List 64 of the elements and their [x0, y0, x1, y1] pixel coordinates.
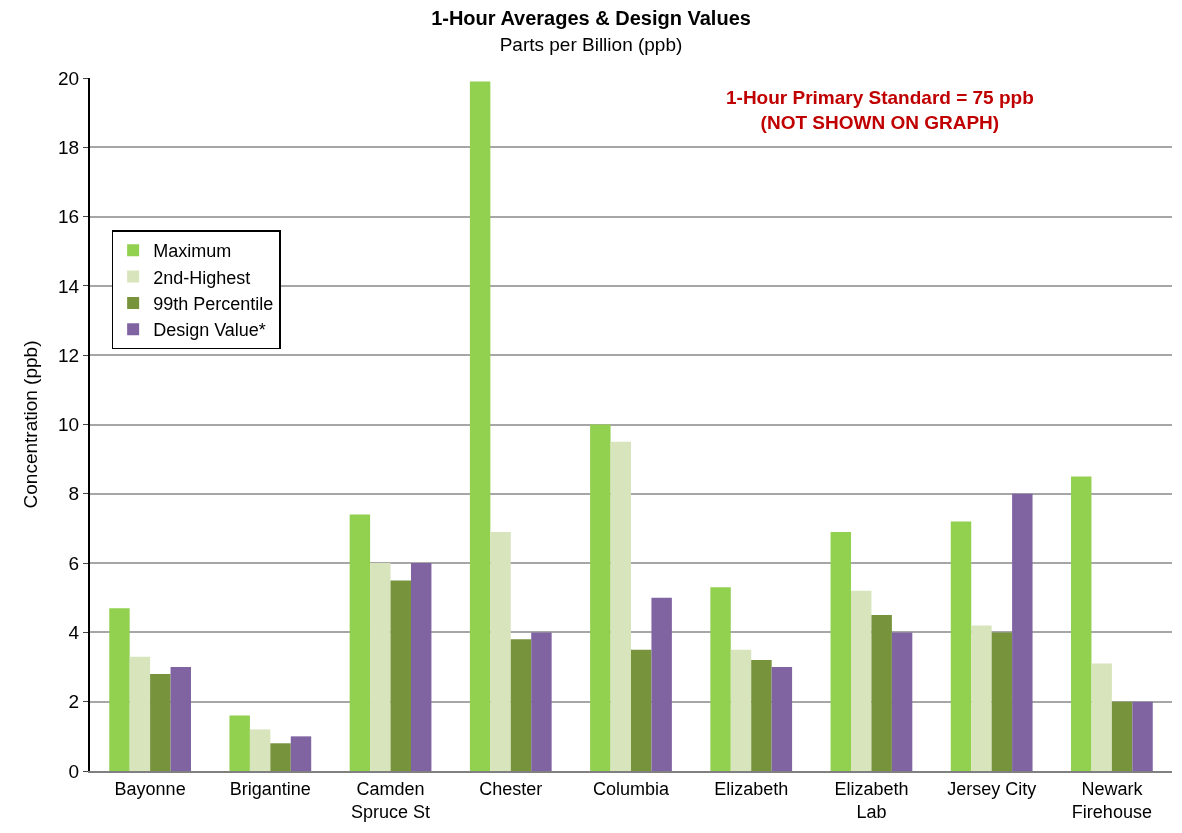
y-tick-label: 12 [58, 344, 80, 366]
bar [150, 673, 171, 771]
x-tick-label: Elizabeth [714, 778, 789, 799]
bar [469, 81, 491, 771]
y-tick-label: 16 [58, 206, 80, 228]
bar [170, 667, 191, 771]
x-tick-label: Camden Spruce St [351, 778, 431, 822]
bar [531, 632, 552, 771]
y-tick-label: 10 [58, 414, 80, 436]
bar [730, 649, 752, 771]
bar [249, 729, 271, 771]
bar [1132, 701, 1153, 771]
y-axis-title: Concentration (ppb) [20, 340, 42, 509]
legend-label: 2nd-Highest [153, 267, 251, 288]
bar [871, 615, 892, 771]
bar [270, 743, 291, 771]
y-tick-label: 0 [68, 760, 80, 782]
bar [610, 441, 631, 771]
x-tick-label: Columbia [592, 778, 670, 799]
x-tick-label: Elizabeth Lab [834, 778, 909, 822]
y-tick-label: 6 [68, 552, 80, 574]
x-tick-label: Newark Firehouse [1071, 778, 1152, 822]
bar [229, 715, 250, 771]
bar [950, 521, 972, 771]
bar [390, 580, 411, 771]
bar [510, 639, 532, 771]
y-tick-label: 14 [58, 275, 80, 297]
x-tick-label: Chester [479, 778, 543, 799]
x-tick-label: Bayonne [114, 778, 186, 799]
bar [751, 660, 772, 771]
bar [129, 656, 151, 771]
bar [410, 563, 432, 771]
chart-subtitle: Parts per Billion (ppb) [499, 33, 683, 55]
bar [370, 563, 391, 771]
bar [631, 649, 652, 771]
bar [490, 531, 511, 771]
bar [891, 632, 913, 771]
bar [349, 514, 371, 771]
y-tick-label: 2 [68, 691, 80, 713]
x-tick-label: Brigantine [229, 778, 311, 799]
bar [1111, 701, 1133, 771]
bar [991, 632, 1013, 771]
bar [710, 587, 731, 771]
bar [851, 590, 872, 771]
bar [830, 531, 852, 771]
y-tick-label: 18 [58, 136, 80, 158]
bar [590, 424, 611, 771]
bar [109, 608, 130, 771]
bar [1071, 476, 1092, 771]
y-tick-label: 8 [68, 483, 80, 505]
bar [290, 736, 312, 771]
bar [1012, 493, 1033, 771]
bar [771, 667, 793, 771]
annotation: 1-Hour Primary Standard = 75 ppb (NOT SHOWN ON GRAPH) [726, 87, 1034, 133]
y-tick-label: 20 [58, 67, 80, 89]
legend-label: Maximum [153, 241, 232, 262]
legend-label: 99th Percentile [153, 293, 274, 314]
chart-title: 1-Hour Averages & Design Values [431, 6, 751, 29]
legend-label: Design Value* [153, 320, 266, 341]
x-tick-label: Jersey City [947, 778, 1037, 799]
bar [651, 597, 672, 771]
y-tick-label: 4 [68, 622, 80, 644]
bar [971, 625, 992, 771]
bar [1091, 663, 1112, 771]
